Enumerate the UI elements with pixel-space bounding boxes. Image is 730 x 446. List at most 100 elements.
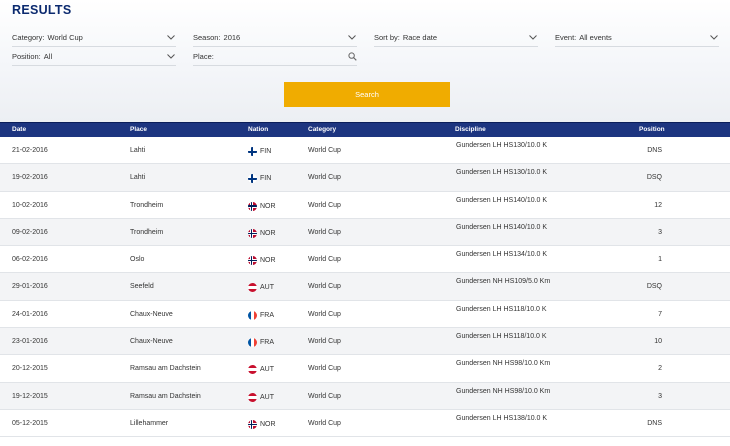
row-discipline: Gundersen LH HS140/10.0 K xyxy=(456,223,548,231)
row-date: 23-01-2016 xyxy=(12,338,48,346)
sort-by-select[interactable]: Sort by: Race date xyxy=(374,29,538,47)
table-row[interactable]: 20-12-2015 Ramsau am Dachstein AUT World Cu… xyxy=(0,355,730,383)
flag-icon xyxy=(248,365,257,375)
position-select[interactable]: Position: All xyxy=(12,48,176,66)
row-date: 29-01-2016 xyxy=(12,283,48,291)
table-row[interactable]: 19-12-2015 Ramsau am Dachstein AUT World Cu… xyxy=(0,382,730,410)
table-row[interactable]: 23-01-2016 Chaux-Neuve FRA World Cup Gunders… xyxy=(0,328,730,356)
row-position: DNS xyxy=(647,147,662,154)
flag-icon xyxy=(248,256,257,266)
row-place[interactable]: Lahti xyxy=(130,147,146,154)
row-category: World Cup xyxy=(308,365,341,373)
row-position: 7 xyxy=(658,310,662,318)
results-table-body: 21-02-2016 Lahti FIN World Cup Gundersen LH … xyxy=(0,137,730,438)
position-value: All xyxy=(43,51,53,61)
row-nation: NOR xyxy=(248,228,276,238)
table-row[interactable]: 09-02-2016 Trondheim NOR World Cup Gundersen… xyxy=(0,218,730,247)
position-label: Position: xyxy=(12,51,41,61)
chevron-down-icon xyxy=(166,51,176,61)
row-place[interactable]: Ramsau am Dachstein xyxy=(130,365,201,373)
row-nation-code: NOR xyxy=(260,229,276,237)
row-nation: FRA xyxy=(248,338,274,348)
event-label: Event: xyxy=(555,32,577,42)
flag-icon xyxy=(248,310,257,320)
row-place[interactable]: Trondheim xyxy=(130,228,164,236)
row-nation: NOR xyxy=(248,256,276,266)
column-header-category[interactable]: Category xyxy=(308,126,337,133)
flag-icon xyxy=(248,201,257,211)
row-nation: FRA xyxy=(248,310,274,320)
column-header-nation[interactable]: Nation xyxy=(248,126,269,133)
column-header-discipline[interactable]: Discipline xyxy=(455,126,486,133)
row-date: 05-12-2015 xyxy=(12,419,48,427)
event-value: All events xyxy=(579,32,612,42)
table-row[interactable]: 05-12-2015 Lillehammer NOR World Cup Gunders… xyxy=(0,410,730,438)
row-position: 3 xyxy=(658,228,662,236)
row-discipline: Gundersen NH HS98/10.0 Km xyxy=(456,360,551,368)
event-select[interactable]: Event: All events xyxy=(555,29,719,47)
table-row[interactable]: 29-01-2016 Seefeld AUT World Cup Gundersen N… xyxy=(0,273,730,301)
row-category: World Cup xyxy=(308,201,341,209)
row-discipline: Gundersen LH HS140/10.0 K xyxy=(456,196,548,204)
chevron-down-icon xyxy=(528,32,538,42)
row-date: 19-02-2016 xyxy=(12,174,48,182)
table-row[interactable]: 10-02-2016 Trondheim NOR World Cup Gundersen… xyxy=(0,192,730,219)
flag-icon xyxy=(248,228,257,238)
search-button[interactable]: Search xyxy=(284,82,450,107)
row-nation: NOR xyxy=(248,201,276,211)
row-discipline: Gundersen LH HS118/10.0 K xyxy=(456,305,547,313)
row-place[interactable]: Seefeld xyxy=(130,283,154,291)
row-position: 2 xyxy=(658,365,662,373)
row-nation-code: FRA xyxy=(260,339,274,347)
row-nation-code: NOR xyxy=(260,420,276,428)
column-header-position[interactable]: Position xyxy=(639,126,665,133)
row-place[interactable]: Lahti xyxy=(130,174,146,182)
row-nation: FIN xyxy=(248,174,271,184)
row-category: World Cup xyxy=(308,392,341,400)
place-search-field[interactable]: Place: xyxy=(193,48,357,66)
row-position: 10 xyxy=(654,338,662,346)
results-table-header: Date Place Nation Category Discipline Po… xyxy=(0,122,730,137)
season-value: 2016 xyxy=(223,32,241,42)
row-category: World Cup xyxy=(308,147,341,154)
page-title: RESULTS xyxy=(12,3,72,17)
table-row[interactable]: 19-02-2016 Lahti FIN World Cup Gundersen LH … xyxy=(0,164,730,192)
row-category: World Cup xyxy=(308,338,341,346)
row-position: DSQ xyxy=(646,283,662,291)
search-icon[interactable] xyxy=(347,51,357,61)
row-discipline: Gundersen LH HS130/10.0 K xyxy=(456,169,548,177)
row-nation: AUT xyxy=(248,365,274,375)
table-row[interactable]: 24-01-2016 Chaux-Neuve FRA World Cup Gunders… xyxy=(0,301,730,329)
table-row[interactable]: 21-02-2016 Lahti FIN World Cup Gundersen LH … xyxy=(0,137,730,165)
column-header-place[interactable]: Place xyxy=(130,126,147,133)
row-position: DNS xyxy=(647,419,662,427)
row-place[interactable]: Chaux-Neuve xyxy=(130,338,173,346)
row-place[interactable]: Ramsau am Dachstein xyxy=(130,392,201,400)
flag-icon xyxy=(248,283,257,293)
season-select[interactable]: Season: 2016 xyxy=(193,29,357,47)
row-nation-code: AUT xyxy=(260,393,274,401)
place-label: Place: xyxy=(193,51,214,61)
chevron-down-icon xyxy=(166,32,176,42)
row-nation-code: FIN xyxy=(260,148,272,155)
table-row[interactable]: 06-02-2016 Oslo NOR World Cup Gundersen LH H… xyxy=(0,246,730,274)
row-nation-code: AUT xyxy=(260,284,274,292)
flag-icon xyxy=(248,338,257,348)
row-discipline: Gundersen NH HS98/10.0 Km xyxy=(456,387,551,395)
row-nation: FIN xyxy=(248,147,271,156)
row-place[interactable]: Chaux-Neuve xyxy=(130,310,173,318)
category-select[interactable]: Category: World Cup xyxy=(12,29,176,47)
row-position: DSQ xyxy=(646,174,662,182)
row-nation-code: FRA xyxy=(260,311,274,319)
row-category: World Cup xyxy=(308,174,341,182)
row-place[interactable]: Lillehammer xyxy=(130,419,169,427)
row-place[interactable]: Trondheim xyxy=(130,201,164,209)
column-header-date[interactable]: Date xyxy=(12,126,27,133)
flag-icon xyxy=(248,174,257,184)
season-label: Season: xyxy=(193,32,221,42)
row-nation: AUT xyxy=(248,283,274,293)
flag-icon xyxy=(248,419,257,429)
row-place[interactable]: Oslo xyxy=(130,256,145,264)
row-date: 24-01-2016 xyxy=(12,310,48,318)
row-position: 12 xyxy=(654,201,662,209)
